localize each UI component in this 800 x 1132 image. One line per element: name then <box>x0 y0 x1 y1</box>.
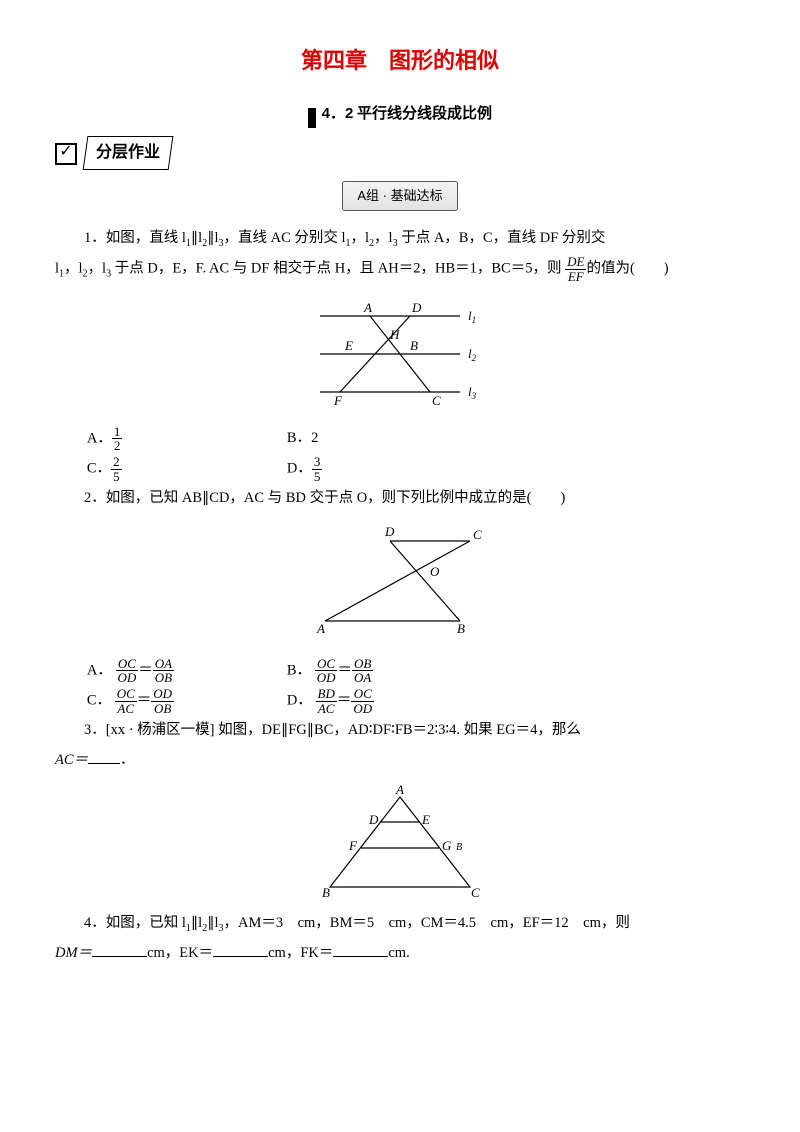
layered-badge: 分层作业 <box>82 136 173 170</box>
svg-text:D: D <box>411 300 422 315</box>
q1-opt-d: D．35 <box>287 455 487 483</box>
svg-text:C: C <box>473 527 482 542</box>
svg-text:A: A <box>363 300 372 315</box>
svg-text:G: G <box>442 838 452 853</box>
q2-opt-c: C． OCAC＝ODOB <box>87 687 287 715</box>
q3-blank <box>88 748 120 764</box>
q3-figure: A D E F G B B C <box>55 782 745 902</box>
chapter-title: 第四章 图形的相似 <box>55 40 745 82</box>
q1-opt-b: B．2 <box>287 425 487 453</box>
q2-stem: 2．如图，已知 AB∥CD，AC 与 BD 交于点 O，则下列比例中成立的是( … <box>55 485 745 513</box>
svg-text:F: F <box>348 838 358 853</box>
q1-opt-c: C．25 <box>87 455 287 483</box>
q4-blank-3 <box>333 942 388 958</box>
q2-opt-b: B． OCOD＝OBOA <box>287 657 487 685</box>
svg-text:B: B <box>322 885 330 900</box>
svg-text:E: E <box>344 338 353 353</box>
q4-stem: 4．如图，已知 l1∥l2∥l3，AM＝3 cm，BM＝5 cm，CM＝4.5 … <box>55 910 745 938</box>
q1-stem: 1．如图，直线 l1∥l2∥l3，直线 AC 分别交 l1，l2，l3 于点 A… <box>55 225 745 253</box>
q1-stem-2: l1，l2，l3 于点 D，E，F. AC 与 DF 相交于点 H，且 AH＝2… <box>55 255 745 283</box>
check-icon: ✓ <box>55 143 77 165</box>
svg-text:O: O <box>430 564 440 579</box>
svg-text:F: F <box>333 393 343 408</box>
svg-text:H: H <box>389 327 400 342</box>
section-title: 平行线分线段成比例 <box>357 105 492 122</box>
q2-options: A． OCOD＝OAOB B． OCOD＝OBOA C． OCAC＝ODOB D… <box>87 657 745 716</box>
q1-opt-a: A．12 <box>87 425 287 453</box>
svg-text:A: A <box>395 782 404 797</box>
section-header: 4．2 平行线分线段成比例 <box>55 100 745 129</box>
group-a-badge: A组 · 基础达标 <box>342 181 457 212</box>
q3-stem-2: AC＝． <box>55 747 745 775</box>
group-a-row: A组 · 基础达标 <box>55 181 745 212</box>
svg-text:E: E <box>421 812 430 827</box>
svg-text:A: A <box>316 621 325 636</box>
svg-text:C: C <box>432 393 441 408</box>
svg-text:D: D <box>368 812 379 827</box>
svg-text:l3: l3 <box>468 384 477 401</box>
q2-opt-d: D． BDAC＝OCOD <box>287 687 487 715</box>
svg-text:B: B <box>410 338 418 353</box>
layered-badge-row: ✓ 分层作业 <box>55 136 745 170</box>
q1-figure: A D l1 H E B l2 F C l3 <box>55 292 745 417</box>
q4-blank-1 <box>92 942 147 958</box>
q4-stem-2: DM＝cm，EK＝cm，FK＝cm. <box>55 940 745 968</box>
svg-text:D: D <box>384 524 395 539</box>
q2-opt-a: A． OCOD＝OAOB <box>87 657 287 685</box>
q4-blank-2 <box>213 942 268 958</box>
q1-options: A．12 B．2 C．25 D．35 <box>87 425 745 484</box>
svg-text:l2: l2 <box>468 346 477 363</box>
svg-text:C: C <box>471 885 480 900</box>
svg-text:B: B <box>456 842 462 853</box>
q2-figure: D C O A B <box>55 521 745 641</box>
svg-text:l1: l1 <box>468 308 476 325</box>
q3-stem: 3．[xx · 杨浦区一模] 如图，DE∥FG∥BC，AD∶DF∶FB＝2∶3∶… <box>55 717 745 745</box>
svg-text:B: B <box>457 621 465 636</box>
section-number: 4．2 <box>322 105 354 122</box>
section-bar-icon <box>308 108 316 128</box>
